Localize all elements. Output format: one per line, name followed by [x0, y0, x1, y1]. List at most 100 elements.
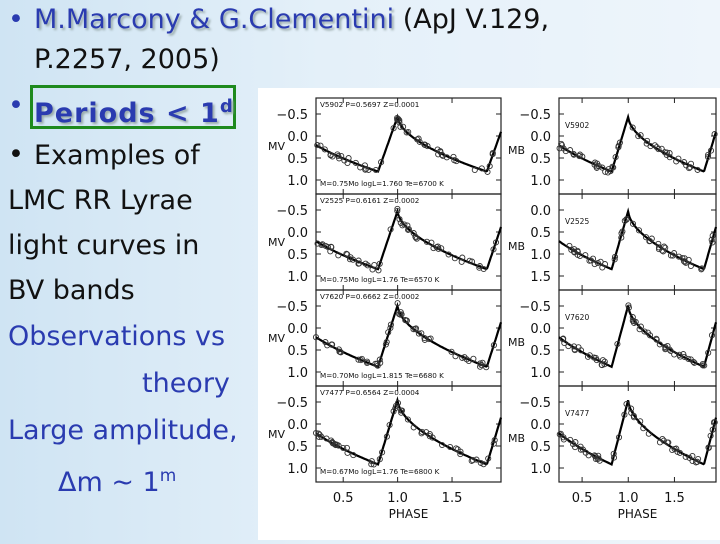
data-point [611, 256, 618, 263]
data-point [646, 237, 653, 245]
y-tick-label: 0.0 [287, 418, 308, 433]
data-point [560, 436, 567, 443]
data-point [567, 436, 574, 443]
data-point [655, 146, 662, 153]
y-tick-label: −0.5 [276, 204, 308, 219]
data-point [387, 226, 394, 233]
data-point [557, 430, 564, 437]
data-point [398, 409, 405, 416]
data-point [591, 261, 598, 268]
y-tick-label: 1.5 [530, 270, 551, 285]
data-point [317, 142, 324, 149]
data-point [434, 243, 441, 250]
data-point [660, 437, 667, 444]
data-point [682, 453, 689, 460]
data-point [587, 257, 595, 264]
data-point [385, 329, 392, 336]
data-point [438, 151, 446, 158]
data-point [314, 142, 321, 149]
data-point [687, 164, 694, 171]
data-point [485, 455, 492, 462]
y-tick-label: 1.0 [530, 248, 551, 263]
data-point [327, 248, 334, 255]
x-tick-label: 1.0 [387, 491, 408, 506]
data-point [450, 153, 457, 160]
bullet-3-marker: • [8, 139, 24, 170]
data-point [397, 309, 404, 316]
periods-sup: d [219, 96, 234, 117]
data-point [629, 314, 636, 321]
data-point [643, 140, 650, 147]
data-point [566, 242, 573, 249]
data-point [370, 461, 377, 468]
data-point [341, 157, 348, 164]
data-point [675, 155, 682, 162]
data-point [480, 461, 487, 468]
y-tick-label: 1.0 [530, 366, 551, 381]
data-point [362, 260, 369, 267]
y-tick-label: 0.0 [287, 226, 308, 241]
light-curves-line: light curves in [8, 230, 200, 261]
data-point [571, 347, 578, 354]
data-point [641, 328, 648, 335]
theory-line: theory [142, 368, 230, 399]
model-curve [558, 207, 718, 271]
data-point [344, 449, 351, 456]
highlight-box [30, 85, 236, 129]
data-point [396, 216, 403, 223]
data-point [445, 251, 452, 258]
y-tick-label: 0.5 [530, 226, 551, 241]
y-tick-label: −0.5 [519, 300, 551, 315]
data-point [560, 335, 567, 342]
data-point [676, 351, 683, 358]
panel-header: V7477 P=0.6564 Z=0.0004 [320, 388, 420, 397]
data-point [424, 143, 431, 150]
data-point [709, 239, 716, 246]
data-point [591, 452, 598, 459]
data-point [415, 330, 422, 337]
data-point [675, 253, 682, 260]
delta-m-text: Δm ~ 1 [58, 467, 160, 498]
data-point [399, 222, 406, 229]
y-tick-label: 0.0 [287, 322, 308, 337]
bullet-2-marker: • [8, 90, 24, 121]
data-point [687, 356, 694, 363]
data-point [403, 317, 410, 324]
panel-footer: M=0.75Mo logL=1.76 Te=6570 K [320, 275, 440, 284]
data-point [397, 123, 404, 130]
data-point [666, 346, 673, 353]
data-point [576, 153, 583, 160]
data-point [452, 353, 459, 360]
data-point [490, 246, 497, 253]
data-point [572, 439, 579, 446]
data-point [671, 250, 678, 257]
data-point [574, 247, 581, 254]
data-point [386, 421, 393, 429]
data-point [689, 452, 696, 460]
data-point [322, 339, 329, 346]
data-point [645, 430, 652, 437]
data-point [473, 456, 480, 463]
data-point [328, 244, 335, 251]
data-point [594, 455, 601, 463]
panel-star-id: V7620 [565, 313, 589, 322]
y-tick-label: 1.0 [287, 270, 308, 285]
data-point [630, 319, 638, 326]
data-point [674, 448, 681, 455]
data-point [471, 166, 478, 174]
data-point [705, 444, 712, 451]
data-point [396, 311, 403, 318]
data-point [375, 267, 382, 274]
data-point [610, 454, 618, 461]
bv-bands-line: BV bands [8, 275, 135, 306]
data-point [410, 230, 417, 237]
x-axis-label: PHASE [618, 507, 658, 521]
data-point [623, 216, 630, 223]
data-point [410, 326, 417, 333]
data-point [663, 149, 670, 156]
data-point [329, 341, 336, 348]
y-tick-label: 0.5 [287, 248, 308, 263]
data-point [394, 399, 402, 407]
data-point [394, 205, 401, 212]
observed-points [312, 300, 497, 371]
